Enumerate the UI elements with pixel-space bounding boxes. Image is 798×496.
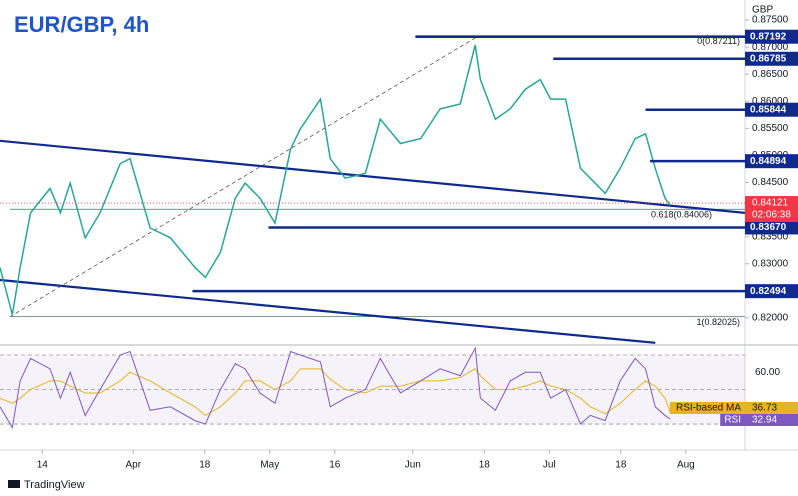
y-tick-label: 0.85500 bbox=[752, 123, 789, 134]
level-box bbox=[745, 51, 798, 66]
rsi-value: 36.73 bbox=[752, 403, 777, 414]
x-tick-label: 16 bbox=[329, 460, 341, 471]
y-tick-label: 0.87500 bbox=[752, 15, 789, 26]
logo bbox=[8, 480, 20, 488]
level-box bbox=[745, 220, 798, 235]
y-tick-label: 0.86000 bbox=[752, 96, 789, 107]
current-price-box bbox=[745, 196, 798, 223]
plot: 60.00 14 Apr 18 May 16 Jun 18 Jul 18 Aug 0.87500 0.8… bbox=[0, 15, 798, 471]
rsi-value-box bbox=[745, 402, 798, 414]
x-tick-label: 18 bbox=[479, 460, 491, 471]
rsi-line bbox=[0, 346, 671, 429]
rsi-name: RSI bbox=[724, 415, 741, 426]
current-price-label: 0.84121 bbox=[752, 198, 789, 209]
y-tick-label: 0.84500 bbox=[752, 177, 789, 188]
rsi-name-box bbox=[669, 402, 745, 414]
level-label: 0.86785 bbox=[750, 53, 787, 64]
level-label: 0.83670 bbox=[750, 222, 787, 233]
level-box bbox=[745, 284, 798, 299]
rsi-tick-label: 60.00 bbox=[755, 367, 780, 378]
chart-title: EUR/GBP, 4h bbox=[14, 12, 149, 37]
level-label: 0.84894 bbox=[750, 156, 787, 167]
currency-label: GBP bbox=[752, 5, 773, 16]
level-label: 0.87192 bbox=[750, 31, 787, 42]
level-label: 0.82494 bbox=[750, 286, 787, 297]
trend-line bbox=[0, 139, 746, 214]
y-tick-label: 0.86500 bbox=[752, 69, 789, 80]
x-tick-label: Jul bbox=[543, 460, 556, 471]
fib-label: 0(0.87211) bbox=[697, 36, 740, 46]
x-tick-label: Jun bbox=[405, 460, 421, 471]
rsi-name: RSI-based MA bbox=[676, 403, 741, 414]
x-tick-label: 14 bbox=[37, 460, 49, 471]
y-tick-label: 0.82000 bbox=[752, 313, 789, 324]
x-tick-label: 18 bbox=[615, 460, 627, 471]
x-tick-label: Aug bbox=[677, 460, 695, 471]
branding: TradingView bbox=[24, 479, 85, 491]
level-box bbox=[745, 154, 798, 169]
fib-label: 1(0.82025) bbox=[696, 317, 740, 327]
x-tick-label: Apr bbox=[125, 460, 141, 471]
trend-line bbox=[0, 278, 656, 344]
rsi-name-box bbox=[720, 414, 745, 426]
x-tick-label: May bbox=[260, 460, 279, 471]
y-tick-label: 0.83000 bbox=[752, 258, 789, 269]
rsi-value: 32.94 bbox=[752, 415, 777, 426]
countdown-label: 02:06:38 bbox=[752, 210, 791, 221]
level-box bbox=[745, 102, 798, 117]
y-tick-label: 0.83500 bbox=[752, 231, 789, 242]
price-line bbox=[0, 44, 671, 315]
rsi-value-box bbox=[745, 414, 798, 426]
level-box bbox=[745, 29, 798, 44]
y-tick-label: 0.87000 bbox=[752, 42, 789, 53]
x-tick-label: 18 bbox=[199, 460, 211, 471]
fib-label: 0.618(0.84006) bbox=[651, 210, 712, 220]
level-label: 0.85844 bbox=[750, 104, 787, 115]
